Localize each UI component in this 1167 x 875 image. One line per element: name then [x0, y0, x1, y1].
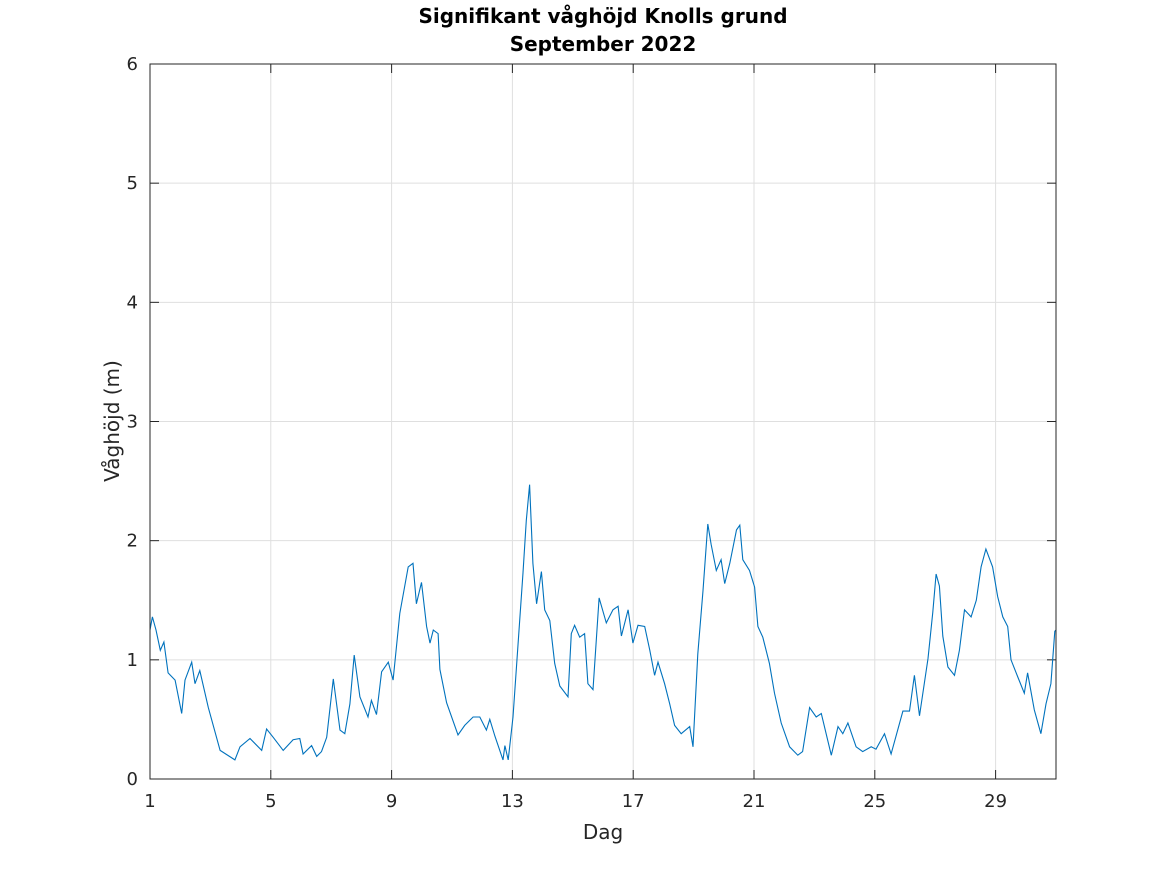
y-tick-label: 4: [127, 292, 138, 313]
x-tick-label: 21: [743, 791, 766, 812]
x-tick-label: 13: [501, 791, 524, 812]
y-tick-label: 1: [127, 650, 138, 671]
y-tick-label: 0: [127, 769, 138, 790]
y-tick-label: 3: [127, 412, 138, 433]
x-tick-label: 1: [144, 791, 155, 812]
x-tick-label: 17: [622, 791, 645, 812]
chart-subtitle: September 2022: [510, 32, 697, 56]
chart-title: Signifikant våghöjd Knolls grund: [418, 4, 787, 28]
y-axis-label: Våghöjd (m): [100, 360, 124, 482]
x-tick-label: 29: [984, 791, 1007, 812]
plot-box: [149, 63, 1057, 780]
x-axis-label: Dag: [583, 820, 623, 844]
y-tick-label: 6: [127, 54, 138, 75]
x-tick-label: 25: [863, 791, 886, 812]
x-tick-label: 5: [265, 791, 276, 812]
x-tick-label: 9: [386, 791, 397, 812]
y-tick-label: 2: [127, 531, 138, 552]
y-tick-label: 5: [127, 173, 138, 194]
grid: [149, 63, 1056, 780]
series-line-hs: [149, 484, 1057, 761]
